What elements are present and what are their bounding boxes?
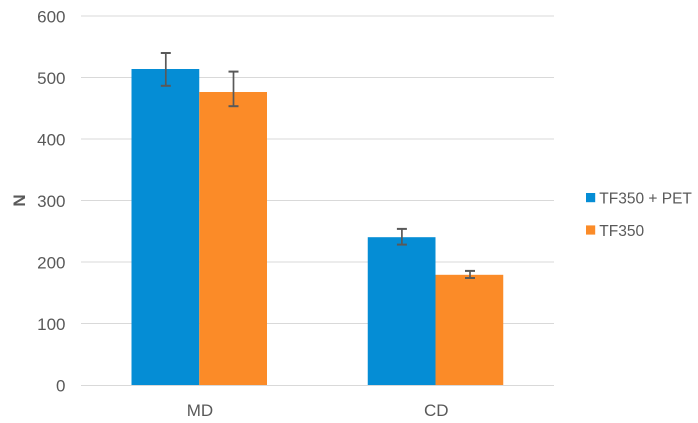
svg-text:500: 500 [37, 69, 65, 88]
svg-text:0: 0 [56, 377, 65, 396]
svg-text:400: 400 [37, 131, 65, 150]
svg-text:200: 200 [37, 254, 65, 273]
svg-text:CD: CD [424, 401, 449, 420]
svg-text:MD: MD [187, 401, 213, 420]
svg-text:TF350: TF350 [599, 223, 644, 240]
svg-text:600: 600 [37, 8, 65, 27]
svg-text:300: 300 [37, 192, 65, 211]
svg-text:TF350 + PET: TF350 + PET [599, 191, 692, 208]
svg-text:N: N [10, 194, 29, 206]
svg-text:100: 100 [37, 315, 65, 334]
